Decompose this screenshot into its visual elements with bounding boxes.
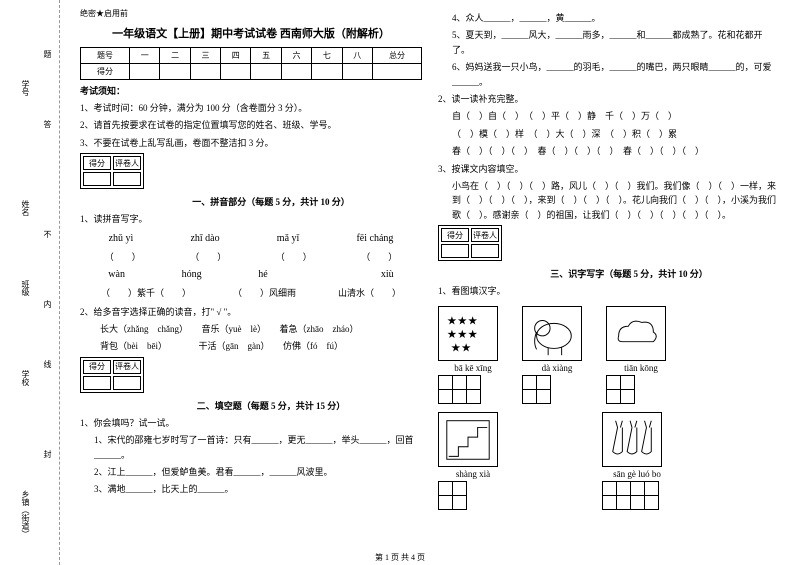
img-group-elephant: dà xiàng: [522, 306, 592, 404]
margin-seal2: 线: [42, 360, 53, 368]
pinyin-row-2: wàn hóng hé xiù: [80, 269, 422, 280]
img-group-carrot: sān gè luó bo: [602, 412, 672, 510]
multi-1[interactable]: 长大（zhǎng chǎng） 音乐（yuè lè） 着急（zhāo zháo）: [100, 322, 422, 336]
fill-3[interactable]: 3、满地______，比天上的______。: [94, 482, 422, 496]
char-grid-4[interactable]: [438, 481, 467, 510]
pinyin-row-1: zhǔ yì zhī dào mǎ yǐ fēi cháng: [80, 233, 422, 244]
q2-2h: 2、读一读补充完整。: [438, 92, 780, 106]
img-group-updown: shàng xià: [438, 412, 508, 510]
char-grid-2[interactable]: [522, 375, 551, 404]
blank-row-2: （ ）紫千（ ） （ ）风细雨 山清水（ ）: [80, 286, 422, 299]
score-mini-3: 得分评卷人: [438, 225, 502, 261]
score-mini-1: 得分评卷人: [80, 153, 144, 189]
notice-1: 1、考试时间：60 分钟，满分为 100 分（含卷面分 3 分）。: [80, 101, 422, 115]
margin-seal4: 不: [42, 230, 53, 238]
carrot-icon: [602, 412, 662, 467]
char-grid-1[interactable]: [438, 375, 481, 404]
stairs-icon: [438, 412, 498, 467]
fill-4[interactable]: 4、众人______，______，黄______。: [452, 11, 780, 25]
margin-seal5: 答: [42, 120, 53, 128]
score-mini-2: 得分评卷人: [80, 357, 144, 393]
paper-title: 一年级语文【上册】期中考试试卷 西南师大版（附解析）: [80, 25, 422, 41]
fill-2[interactable]: 2、江上______，但爱鲈鱼美。君看______，______风波里。: [94, 465, 422, 479]
margin-school: 学校: [20, 370, 31, 386]
q1-2: 2、给多音字选择正确的读音，打" √ "。: [80, 305, 422, 319]
fill-5[interactable]: 5、夏天到，______风大，______雨多，______和______都成熟…: [452, 28, 780, 57]
margin-seal1: 封: [42, 450, 53, 458]
q3-text[interactable]: 小鸟在（ ）（ ）（ ）路，风儿（ ）（ ）我们。我们像（ ）（ ）一样，来到（…: [452, 179, 780, 222]
q3h: 3、按课文内容填空。: [438, 162, 780, 176]
svg-text:★★: ★★: [451, 342, 472, 355]
svg-text:★★★: ★★★: [447, 315, 478, 328]
svg-text:★★★: ★★★: [447, 328, 478, 341]
char-grid-5[interactable]: [602, 481, 659, 510]
fill-6[interactable]: 6、妈妈送我一只小鸟，______的羽毛，______的嘴巴，两只眼睛_____…: [452, 60, 780, 89]
char-grid-3[interactable]: [606, 375, 635, 404]
comp-c[interactable]: 春（ ）（ ）（ ） 春（ ）（ ）（ ） 春（ ）（ ）（ ）: [452, 144, 780, 158]
notice-3: 3、不要在试卷上乱写乱画，卷面不整洁扣 3 分。: [80, 136, 422, 150]
left-column: 绝密★启用前 一年级语文【上册】期中考试试卷 西南师大版（附解析） 题号 一 二…: [72, 8, 430, 557]
right-column: 4、众人______，______，黄______。 5、夏天到，______风…: [430, 8, 788, 557]
margin-class: 班级: [20, 280, 31, 296]
blank-row-1: （ ）（ ） （ ）（ ）: [80, 250, 422, 263]
comp-b[interactable]: （ ）模（ ）样 （ ）大（ ）深 （ ）积（ ）累: [452, 127, 780, 141]
score-header-row: 题号 一 二 三 四 五 六 七 八 总分: [81, 48, 422, 64]
stars-icon: ★★★★★★★★: [438, 306, 498, 361]
margin-name: 姓名: [20, 200, 31, 216]
margin-seal3: 内: [42, 300, 53, 308]
multi-2[interactable]: 背包（bèi bēi） 干活（gān gàn） 仿佛（fó fú）: [100, 339, 422, 353]
score-table: 题号 一 二 三 四 五 六 七 八 总分 得分: [80, 47, 422, 80]
margin-id: 学号: [20, 80, 31, 96]
elephant-icon: [522, 306, 582, 361]
page-footer: 第 1 页 共 4 页: [375, 552, 425, 563]
q1-1: 1、读拼音写字。: [80, 212, 422, 226]
fill-1[interactable]: 1、宋代的邵雍七岁时写了一首诗：只有______，更无______，举头____…: [94, 433, 422, 462]
img-group-sky: tiān kōng: [606, 306, 676, 404]
binding-margin: 乡镇（街道） 学校 班级 姓名 学号 封 线 内 不 答 题: [0, 0, 60, 565]
section-2-title: 二、填空题（每题 5 分，共计 15 分）: [120, 399, 422, 412]
margin-township: 乡镇（街道）: [20, 490, 31, 538]
img-group-stars: ★★★★★★★★ bā kē xīng: [438, 306, 508, 404]
secret-label: 绝密★启用前: [80, 8, 422, 19]
comp-a[interactable]: 自（ ）自（ ） （ ）平（ ）静 千（ ）万（ ）: [452, 109, 780, 123]
score-value-row: 得分: [81, 64, 422, 80]
q3-1: 1、看图填汉字。: [438, 284, 780, 298]
cloud-icon: [606, 306, 666, 361]
margin-seal6: 题: [42, 50, 53, 58]
section-1-title: 一、拼音部分（每题 5 分，共计 10 分）: [120, 195, 422, 208]
notice-2: 2、请首先按要求在试卷的指定位置填写您的姓名、班级、学号。: [80, 118, 422, 132]
notice-heading: 考试须知：: [80, 84, 422, 97]
q2-1: 1、你会填吗？试一试。: [80, 416, 422, 430]
section-3-title: 三、识字写字（每题 5 分，共计 10 分）: [478, 267, 780, 280]
